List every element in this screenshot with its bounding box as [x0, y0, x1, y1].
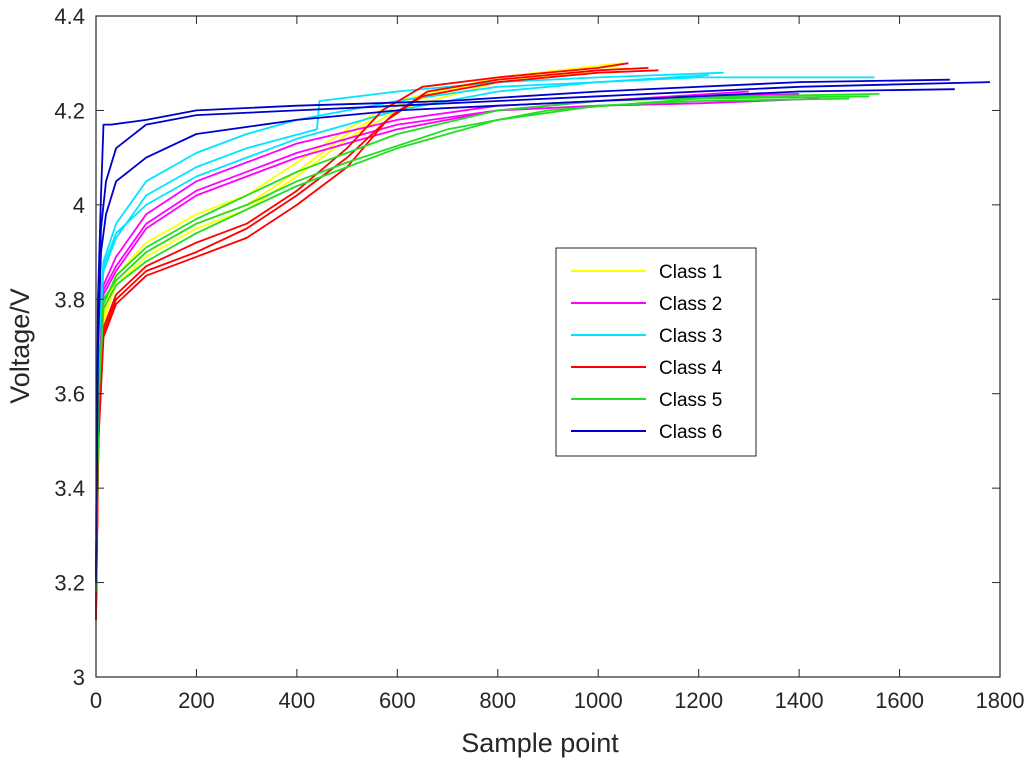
series-line: [95, 62, 624, 583]
y-axis-label: Voltage/V: [5, 288, 35, 404]
y-tick-label: 3.8: [54, 287, 85, 312]
series-line: [95, 93, 880, 583]
y-tick-label: 3.4: [54, 476, 85, 501]
series-line: [95, 97, 850, 593]
y-tick-label: 3.6: [54, 382, 85, 407]
legend-label: Class 1: [659, 262, 722, 283]
x-tick-label: 1800: [976, 688, 1024, 713]
series-line: [95, 67, 649, 616]
x-tick-label: 1000: [574, 688, 623, 713]
y-tick-label: 3: [73, 665, 85, 690]
series-class-1: [95, 62, 629, 583]
x-axis-label: Sample point: [461, 728, 619, 758]
series-line: [95, 74, 709, 531]
curves-layer: [95, 62, 991, 621]
series-line: [95, 88, 955, 578]
legend-label: Class 5: [659, 390, 722, 411]
legend-label: Class 4: [659, 358, 723, 379]
series-line: [95, 81, 991, 583]
x-tick-label: 200: [178, 688, 215, 713]
series-class-3: [95, 71, 875, 536]
axes: [95, 15, 1001, 678]
x-tick-label: 1600: [875, 688, 924, 713]
legend-box: [555, 247, 757, 457]
x-tick-label: 400: [279, 688, 316, 713]
series-line: [95, 69, 659, 621]
x-tick-label: 0: [90, 688, 102, 713]
x-tick-label: 800: [479, 688, 516, 713]
legend-label: Class 2: [659, 294, 722, 315]
y-tick-label: 4.2: [54, 98, 85, 123]
x-tick-label: 600: [379, 688, 416, 713]
y-tick-label: 4.4: [54, 4, 85, 29]
tick-labels: 0 200 400 600 800 1000 1200 1400 1600 1800 3 3.2 3.4…: [54, 4, 1024, 713]
x-tick-label: 1200: [674, 688, 723, 713]
legend-label: Class 3: [659, 326, 722, 347]
legend-label: Class 6: [659, 422, 722, 443]
series-line: [95, 64, 619, 574]
series-line: [95, 78, 950, 574]
series-line: [95, 76, 875, 526]
series-class-6: [95, 78, 991, 583]
y-tick-label: 3.2: [54, 571, 85, 596]
series-line: [95, 62, 629, 611]
series-class-5: [95, 93, 880, 593]
plot-frame: [95, 15, 1001, 678]
y-tick-label: 4: [73, 193, 85, 218]
series-class-4: [95, 62, 659, 621]
legend: Class 1 Class 2 Class 3 Class 4 Class 5 Class…: [555, 247, 757, 457]
x-tick-label: 1400: [775, 688, 824, 713]
